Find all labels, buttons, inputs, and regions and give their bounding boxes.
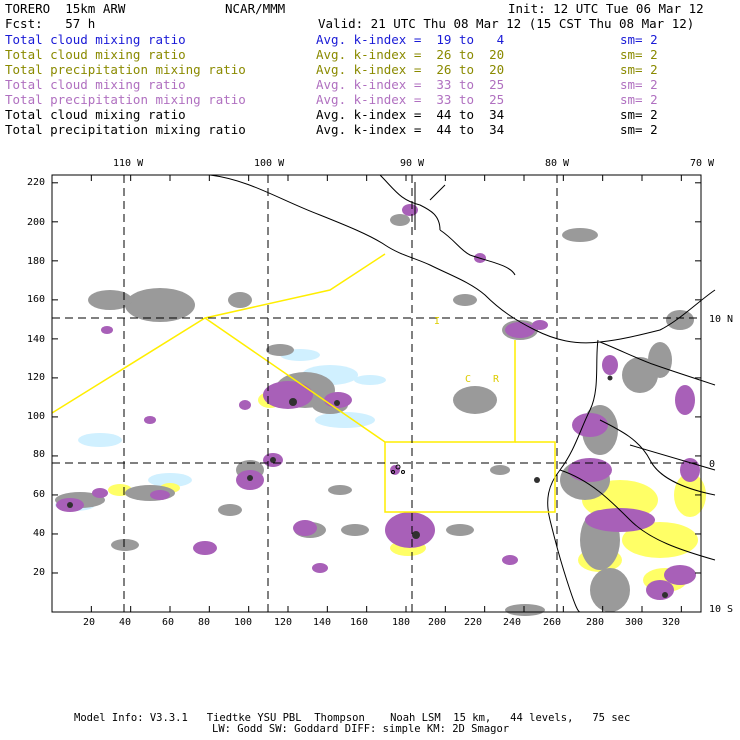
bottom-tick-label: 200: [428, 617, 446, 628]
left-tick-label: 140: [27, 334, 45, 345]
top-lon-label: 110 W: [113, 158, 144, 169]
left-tick-label: 200: [27, 217, 45, 228]
top-lon-label: 100 W: [254, 158, 285, 169]
field-index: Avg. k-index = 33 to 25: [316, 77, 505, 92]
left-tick-label: 100: [27, 411, 45, 422]
right-lat-label: 0: [709, 459, 715, 470]
field-index: Avg. k-index = 44 to 34: [316, 107, 505, 122]
left-tick-label: 180: [27, 256, 45, 267]
region-label-c: C: [465, 374, 471, 385]
model-info-line-1: Model Info: V3.3.1 Tiedtke YSU PBL Thomp…: [74, 712, 631, 724]
bottom-tick-label: 80: [198, 617, 210, 628]
field-index: Avg. k-index = 44 to 34: [316, 122, 505, 137]
region-label-r: R: [493, 374, 500, 385]
model-info-line-2: LW: Godd SW: Goddard DIFF: simple KM: 2D…: [212, 723, 510, 735]
purple-precip-layer: [56, 204, 700, 600]
organization-label: NCAR/MMM: [225, 1, 286, 16]
light-blue-cloud-layer: [55, 349, 386, 511]
field-index: Avg. k-index = 26 to 20: [316, 62, 505, 77]
bottom-tick-label: 240: [503, 617, 521, 628]
bottom-tick-label: 320: [662, 617, 680, 628]
field-smoothing: sm= 2: [620, 107, 658, 122]
forecast-hour: Fcst: 57 h: [5, 16, 96, 31]
bottom-tick-label: 260: [543, 617, 561, 628]
bottom-tick-label: 20: [83, 617, 95, 628]
field-smoothing: sm= 2: [620, 77, 658, 92]
valid-time: Valid: 21 UTC Thu 08 Mar 12 (15 CST Thu …: [318, 16, 695, 31]
bottom-tick-label: 120: [274, 617, 292, 628]
model-title: TORERO 15km ARW: [5, 1, 126, 16]
graticule-layer: [52, 175, 701, 612]
bottom-tick-label: 180: [392, 617, 410, 628]
init-time: Init: 12 UTC Tue 06 Mar 12: [508, 1, 704, 16]
bottom-tick-label: 140: [313, 617, 331, 628]
field-name: Total cloud mixing ratio: [5, 77, 186, 92]
field-smoothing: sm= 2: [620, 32, 658, 47]
bottom-tick-label: 100: [234, 617, 252, 628]
bottom-tick-label: 60: [162, 617, 174, 628]
right-lat-label: 10 S: [709, 604, 733, 615]
field-name: Total cloud mixing ratio: [5, 47, 186, 62]
left-tick-label: 40: [33, 528, 45, 539]
left-tick-label: 80: [33, 449, 45, 460]
bottom-tick-label: 280: [586, 617, 604, 628]
left-tick-label: 160: [27, 294, 45, 305]
field-smoothing: sm= 2: [620, 62, 658, 77]
bottom-tick-label: 40: [119, 617, 131, 628]
bottom-tick-label: 300: [625, 617, 643, 628]
dark-core-layer: [67, 375, 668, 598]
region-label-i: I: [434, 316, 440, 327]
top-lon-label: 80 W: [545, 158, 570, 169]
field-name: Total precipitation mixing ratio: [5, 62, 246, 77]
region-box-layer: [51, 253, 556, 513]
top-lon-label: 70 W: [690, 158, 715, 169]
top-lon-label: 90 W: [400, 158, 425, 169]
field-smoothing: sm= 2: [620, 47, 658, 62]
field-index: Avg. k-index = 33 to 25: [316, 92, 505, 107]
right-lat-label: 10 N: [709, 314, 733, 325]
bottom-tick-label: 220: [464, 617, 482, 628]
field-smoothing: sm= 2: [620, 92, 658, 107]
coastline-layer: [209, 174, 716, 613]
left-tick-label: 220: [27, 177, 45, 188]
map-frame: [51, 174, 702, 613]
field-name: Total cloud mixing ratio: [5, 107, 186, 122]
field-name: Total precipitation mixing ratio: [5, 122, 246, 137]
left-tick-label: 20: [33, 567, 45, 578]
field-name: Total cloud mixing ratio: [5, 32, 186, 47]
bottom-tick-label: 160: [350, 617, 368, 628]
field-smoothing: sm= 2: [620, 122, 658, 137]
tick-marks: [51, 175, 701, 613]
field-name: Total precipitation mixing ratio: [5, 92, 246, 107]
left-tick-label: 60: [33, 489, 45, 500]
field-index: Avg. k-index = 19 to 4: [316, 32, 505, 47]
field-index: Avg. k-index = 26 to 20: [316, 47, 505, 62]
left-tick-label: 120: [27, 372, 45, 383]
